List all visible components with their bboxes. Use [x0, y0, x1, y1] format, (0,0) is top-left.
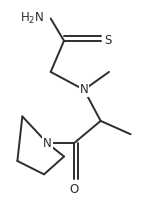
Text: H$_2$N: H$_2$N [20, 11, 44, 26]
Text: N: N [80, 83, 88, 96]
Text: S: S [104, 34, 111, 47]
Text: N: N [43, 137, 52, 150]
Text: O: O [69, 183, 79, 196]
